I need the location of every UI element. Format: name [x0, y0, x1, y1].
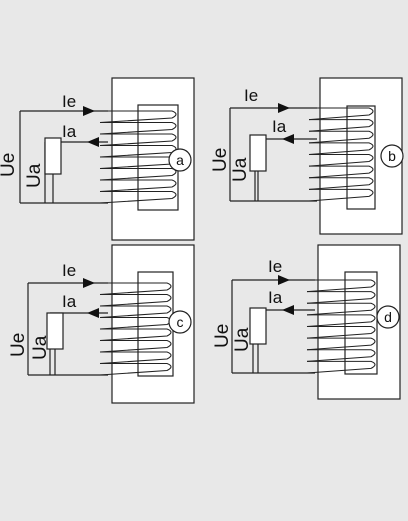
panel-c: Ie Ia Ue Ua c	[8, 244, 195, 404]
coil-turn	[306, 279, 376, 293]
coil-turn	[308, 107, 374, 121]
label-ie: Ie	[244, 86, 258, 105]
coil-turn	[306, 291, 376, 304]
load-resistor	[44, 137, 62, 175]
panel-badge-circle	[376, 305, 400, 329]
ie-arrow	[83, 278, 95, 288]
core-window	[346, 105, 376, 210]
panel-badge-circle	[380, 144, 404, 168]
coil-turn	[308, 188, 374, 202]
label-ua: Ua	[230, 157, 251, 182]
coil-turn	[306, 325, 376, 339]
panel-badge-circle	[168, 148, 192, 172]
coil-turn	[306, 360, 376, 374]
coil-turn	[306, 337, 376, 351]
label-ie: Ie	[268, 257, 282, 276]
panel-b: Ie Ia Ue Ua b	[210, 77, 404, 235]
ia-arrow	[87, 137, 99, 147]
label-ue: Ue	[0, 153, 19, 177]
ie-arrow	[278, 275, 290, 285]
coil-turn	[308, 142, 374, 156]
ia-arrow	[282, 134, 294, 144]
coil-turn	[99, 190, 177, 204]
label-ie: Ie	[62, 261, 76, 280]
coil-turn	[99, 167, 177, 181]
label-ia: Ia	[272, 117, 287, 136]
label-ia: Ia	[268, 288, 283, 307]
label-ua: Ua	[232, 327, 253, 352]
panel-badge-circle	[168, 310, 192, 334]
coil-turn	[308, 130, 374, 144]
coil-turn	[99, 328, 172, 342]
coil-turn	[99, 110, 177, 124]
panel-badge-label: d	[384, 309, 392, 325]
label-ia: Ia	[62, 292, 77, 311]
coil-turn	[308, 119, 374, 132]
label-ue: Ue	[8, 333, 29, 357]
winding-coil	[306, 279, 376, 374]
coil-turn	[99, 362, 172, 376]
panel-badge-label: b	[388, 148, 396, 164]
coil-turn	[99, 293, 172, 307]
coil-turn	[99, 179, 177, 193]
label-ie: Ie	[62, 92, 76, 111]
label-ia: Ia	[62, 122, 77, 141]
winding-coil	[308, 107, 374, 202]
coil-turn	[308, 177, 374, 190]
panel-badge-label: c	[177, 314, 184, 330]
coil-turn	[306, 349, 376, 362]
panel-a: Ie Ia Ue Ua a	[0, 77, 195, 241]
coil-turn	[99, 305, 172, 319]
panel-d: Ie Ia Ue Ua d	[212, 244, 401, 400]
coil-turn	[99, 351, 172, 365]
label-ua: Ua	[30, 335, 51, 360]
coil-turn	[306, 314, 376, 328]
coil-turn	[99, 121, 177, 135]
ie-arrow	[83, 106, 95, 116]
label-ue: Ue	[210, 148, 231, 172]
coil-turn	[99, 339, 172, 353]
label-ue: Ue	[212, 324, 233, 348]
ia-arrow	[282, 305, 294, 315]
panel-badge-label: a	[176, 152, 184, 168]
coil-turn	[308, 165, 374, 179]
coil-turn	[306, 302, 376, 316]
winding-coil	[99, 282, 172, 376]
load-resistor	[249, 134, 267, 172]
coil-turn	[308, 153, 374, 167]
ia-arrow	[87, 308, 99, 318]
label-ua: Ua	[24, 163, 45, 188]
coil-turn	[99, 282, 172, 296]
ie-arrow	[278, 103, 290, 113]
coil-turn	[99, 133, 177, 147]
